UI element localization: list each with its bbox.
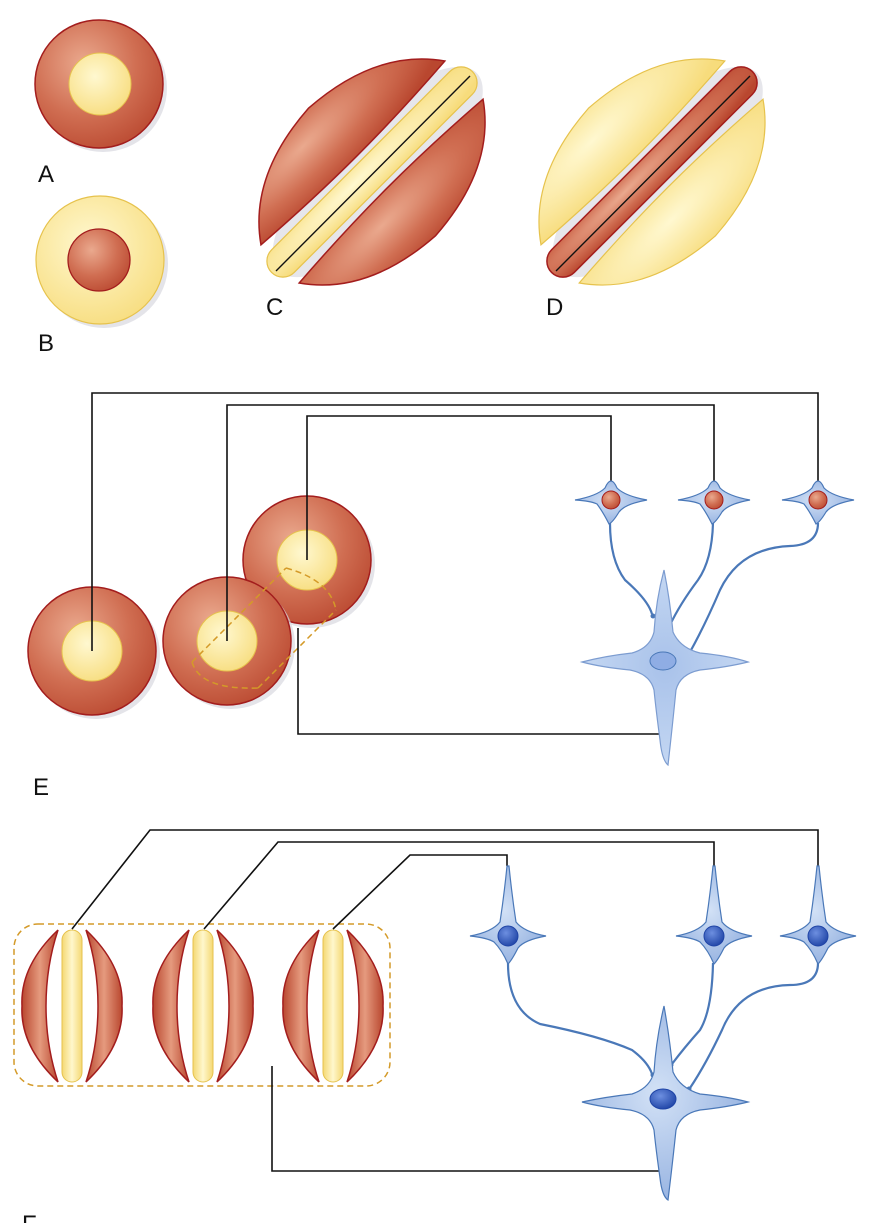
panel-c-simple-cell-field: [258, 58, 486, 286]
panel-f-axon-2: [671, 962, 715, 1065]
panel-e-wire-1: [91, 392, 819, 651]
panel-d-simple-cell-field: [538, 58, 766, 286]
panel-f-neuron-1: [469, 865, 547, 966]
panel-e-target-neuron: [579, 569, 751, 767]
field-d-right-flank: [578, 98, 766, 286]
panel-e-dashed-bar-outline: [191, 567, 337, 689]
field-a-center: [68, 52, 132, 116]
panel-e-wire-2: [226, 404, 715, 641]
panel-f-target-neuron: [581, 1005, 751, 1202]
field-b-center: [67, 228, 131, 292]
panel-f-output-wire: [271, 1066, 664, 1172]
panel-f-neuron-2: [675, 865, 753, 966]
panel-e-convergence: [27, 392, 855, 767]
panel-label-b: B: [38, 330, 54, 357]
panel-f-convergence: [13, 829, 857, 1202]
panel-f-neuron-3: [779, 865, 857, 966]
panel-e-output-wire: [297, 628, 664, 735]
panel-label-c: C: [266, 294, 283, 321]
panel-f-field-1: [21, 929, 123, 1083]
panel-label-f: F: [22, 1211, 37, 1223]
panel-a-on-center-field: [34, 19, 167, 152]
panel-e-wire-3: [306, 415, 612, 560]
field-c-right-flank: [297, 97, 486, 286]
panel-e-neuron-1: [574, 480, 648, 525]
panel-label-e: E: [33, 774, 49, 801]
panel-f-axon-1: [506, 962, 654, 1075]
panel-e-neuron-3: [781, 480, 855, 525]
field-c-center-bar: [266, 66, 478, 278]
panel-f-wire-1: [71, 829, 819, 930]
panel-f-field-3: [282, 929, 384, 1083]
panel-e-axon-3: [689, 522, 820, 653]
field-c-left-flank: [258, 58, 447, 247]
field-d-left-flank: [538, 58, 726, 246]
panel-e-axon-1: [608, 522, 654, 615]
panel-f-axon-3: [689, 962, 820, 1089]
panel-label-a: A: [38, 161, 54, 188]
field-c-orientation-axis: [275, 75, 471, 272]
panel-e-neuron-2: [677, 480, 751, 525]
panel-e-axon-2: [669, 522, 715, 626]
panel-f-wire-3: [332, 854, 508, 930]
field-d-center-bar: [546, 66, 758, 278]
field-d-orientation-axis: [555, 75, 751, 272]
panel-f-dashed-group-outline: [13, 923, 391, 1087]
panel-b-off-center-field: [35, 195, 168, 328]
panel-f-wire-2: [203, 841, 715, 930]
panel-f-field-2: [152, 929, 254, 1083]
panel-label-d: D: [546, 294, 563, 321]
panel-e-field-1: [27, 586, 160, 719]
